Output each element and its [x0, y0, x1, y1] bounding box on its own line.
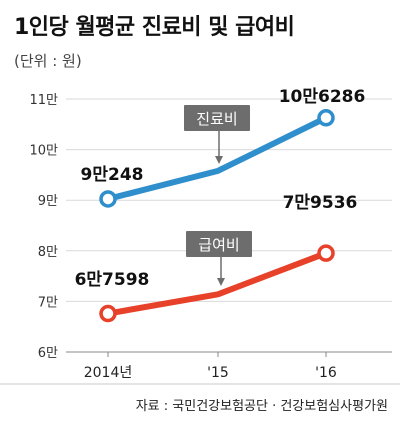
- x-tick-label: '16: [315, 365, 337, 381]
- series-name-label: 급여비: [198, 236, 239, 254]
- chart-title: 1인당 월평균 진료비 및 급여비: [14, 15, 294, 40]
- callout-arrow-head: [215, 156, 223, 164]
- data-point: [99, 190, 117, 208]
- data-label: 10만6286: [279, 87, 366, 107]
- x-tick-label: 2014년: [84, 365, 133, 381]
- series-callout: 급여비: [186, 231, 252, 286]
- x-axis-ticks: 2014년 '15 '16: [84, 352, 337, 381]
- unit-label: (단위 : 원): [14, 52, 82, 70]
- series-name-label: 진료비: [196, 110, 237, 128]
- data-label: 9만248: [81, 165, 144, 185]
- y-tick-label: 6만: [38, 346, 58, 361]
- source-note: 자료 : 국민건강보험공단 · 건강보험심사평가원: [136, 399, 388, 414]
- series-line: [105, 250, 329, 317]
- y-tick-label: 9만: [38, 194, 58, 209]
- callout-arrow-head: [217, 278, 225, 286]
- data-point: [99, 304, 117, 323]
- y-axis-ticks: 6만 7만 8만 9만 10만 11만: [29, 93, 58, 361]
- data-labels: 9만248 10만6286 6만7598 7만9536: [75, 87, 366, 290]
- y-tick-label: 10만: [29, 144, 58, 159]
- series: [99, 109, 335, 323]
- data-point: [317, 109, 335, 127]
- data-label: 7만9536: [283, 193, 358, 213]
- data-point: [317, 244, 335, 262]
- callout-box: [184, 105, 250, 131]
- y-tick-label: 7만: [38, 295, 58, 310]
- callout-box: [186, 231, 252, 257]
- x-tick-label: '15: [207, 365, 229, 381]
- y-tick-label: 8만: [38, 245, 58, 260]
- series-callout: 진료비: [184, 105, 250, 164]
- y-tick-label: 11만: [29, 93, 58, 108]
- data-label: 6만7598: [75, 270, 150, 290]
- series-line: [105, 114, 329, 202]
